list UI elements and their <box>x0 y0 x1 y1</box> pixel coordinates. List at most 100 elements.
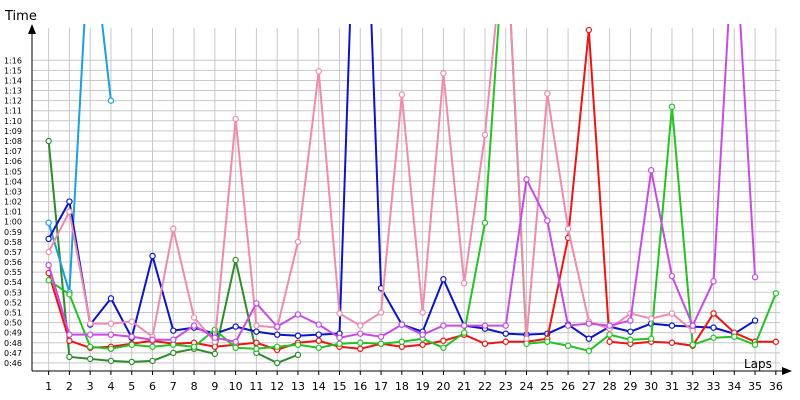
series-6-point <box>668 310 676 317</box>
x-tick-label: 33 <box>707 380 721 393</box>
y-tick-label: 1:03 <box>4 187 22 196</box>
series-6-point <box>440 70 447 77</box>
series-4-point <box>772 338 780 345</box>
series-3-point <box>585 335 593 342</box>
series-7-point <box>170 336 177 343</box>
series-7-point <box>606 322 613 329</box>
x-tick-label: 7 <box>170 380 177 393</box>
series-7-point <box>253 300 260 307</box>
series-7-point <box>128 333 135 340</box>
y-tick-label: 0:46 <box>4 359 22 368</box>
series-1-point <box>149 357 156 365</box>
x-tick-label: 29 <box>623 380 637 393</box>
axes <box>28 24 792 375</box>
x-tick-label: 8 <box>191 380 198 393</box>
y-tick-label: 0:48 <box>4 339 22 348</box>
series-3-point <box>710 324 717 331</box>
x-tick-label: 13 <box>291 380 305 393</box>
series-5-point <box>544 338 551 345</box>
series-5-point <box>751 341 759 348</box>
series-6-point <box>128 318 135 325</box>
series-3-point <box>627 328 634 335</box>
series-5-point <box>149 343 156 350</box>
series-3-point <box>66 198 73 205</box>
y-tick-label: 0:47 <box>4 349 22 358</box>
x-tick-label: 22 <box>478 380 492 393</box>
x-tick-label: 19 <box>416 380 430 393</box>
series-3-point <box>294 332 302 339</box>
series-1-point <box>128 358 135 366</box>
series-4-point <box>253 339 260 346</box>
x-tick-label: 32 <box>686 380 700 393</box>
series-3-point <box>440 275 447 283</box>
series-7-point <box>440 322 447 329</box>
y-tick-label: 1:14 <box>4 76 22 85</box>
series-5-point <box>128 341 135 348</box>
x-tick-label: 25 <box>540 380 554 393</box>
series-5-point <box>86 343 94 350</box>
y-tick-label: 0:57 <box>4 248 22 257</box>
series-6-point <box>66 208 73 215</box>
series-1-point <box>66 353 73 361</box>
x-tick-label: 20 <box>436 380 450 393</box>
series-3-point <box>232 323 239 330</box>
series-5-point <box>357 339 364 346</box>
series-5-point <box>647 335 655 342</box>
series-7-point <box>66 331 73 338</box>
series-7-point <box>647 167 655 174</box>
series-7-point <box>481 322 489 329</box>
y-tick-label: 1:16 <box>4 56 22 65</box>
y-tick-label: 1:00 <box>4 218 22 227</box>
y-tick-label: 0:53 <box>4 288 22 297</box>
series-4-line <box>47 29 776 351</box>
series-5-point <box>66 291 73 298</box>
series-3-point <box>45 235 52 243</box>
series-6-point <box>315 68 322 75</box>
series-3-point <box>107 295 115 302</box>
x-tick-label: 6 <box>149 380 156 393</box>
series-7-point <box>294 311 302 318</box>
series-7-point <box>273 323 281 330</box>
series-5-point <box>107 345 115 353</box>
series-4-point <box>502 338 509 345</box>
series-7-point <box>523 176 530 183</box>
x-tick-label: 2 <box>66 380 73 393</box>
series-1-point <box>294 351 302 359</box>
y-tick-label: 1:07 <box>4 147 22 156</box>
x-tick-label: 24 <box>520 380 534 393</box>
x-tick-label: 4 <box>107 380 114 393</box>
series-7-point <box>564 322 572 329</box>
series-6-point <box>232 115 239 122</box>
x-tick-label: 3 <box>87 380 94 393</box>
series-7-point <box>544 217 551 224</box>
series-2-line <box>47 24 112 294</box>
series-5-point <box>315 344 322 351</box>
series-4-point <box>606 338 613 345</box>
x-tick-label: 11 <box>249 380 263 393</box>
series-5-point <box>253 345 260 353</box>
x-axis-arrow <box>782 367 792 375</box>
x-tick-label: 36 <box>769 380 783 393</box>
series-5-point <box>294 341 302 348</box>
y-tick-label: 0:49 <box>4 329 22 338</box>
y-tick-label: 1:01 <box>4 208 22 217</box>
series-2-point <box>107 97 115 104</box>
series-4-point <box>66 337 73 344</box>
series-5-line <box>48 24 777 352</box>
x-tick-label: 15 <box>333 380 347 393</box>
series-5-point <box>273 343 281 350</box>
series-7-point <box>377 333 385 340</box>
series-4-point <box>668 339 676 346</box>
x-tick-label: 35 <box>748 380 762 393</box>
y-axis-arrow <box>28 24 36 34</box>
series-7-point <box>460 322 468 329</box>
series-1-point <box>232 256 239 264</box>
series-6-point <box>398 91 406 98</box>
series-2-point <box>45 219 52 226</box>
y-tick-label: 1:15 <box>4 66 22 75</box>
series-1-point <box>170 349 177 357</box>
series-5-point <box>731 333 738 340</box>
series-5-point <box>710 334 717 341</box>
x-tick-label: 30 <box>644 380 658 393</box>
